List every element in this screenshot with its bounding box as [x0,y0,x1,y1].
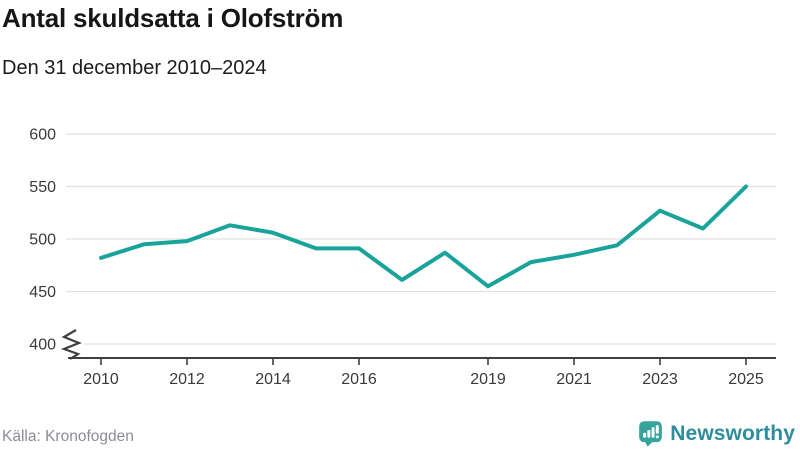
chart-title: Antal skuldsatta i Olofström [2,3,344,33]
data-line-series [99,184,748,289]
chart-subtitle: Den 31 december 2010–2024 [2,57,267,79]
y-tick-label: 400 [29,337,56,354]
y-tick-label: 450 [29,284,56,301]
x-tick-label: 2016 [341,371,377,388]
newsworthy-logo: Newsworthy [638,420,795,447]
x-tick-label: 2010 [83,371,119,388]
axis-break-icon [60,329,82,360]
y-tick-label: 500 [29,232,56,249]
newsworthy-bubble-chart-icon [639,421,663,447]
x-tick-label: 2023 [642,371,678,388]
x-tick-label: 2019 [470,371,506,388]
x-tick-label: 2012 [169,371,205,388]
source-note: Källa: Kronofogden [2,428,134,445]
newsworthy-wordmark: Newsworthy [670,421,795,445]
y-tick-label: 600 [29,127,56,144]
x-tick-label: 2025 [728,371,764,388]
x-tick-label: 2014 [255,371,291,388]
y-tick-label: 550 [29,179,56,196]
x-tick-label: 2021 [556,371,592,388]
